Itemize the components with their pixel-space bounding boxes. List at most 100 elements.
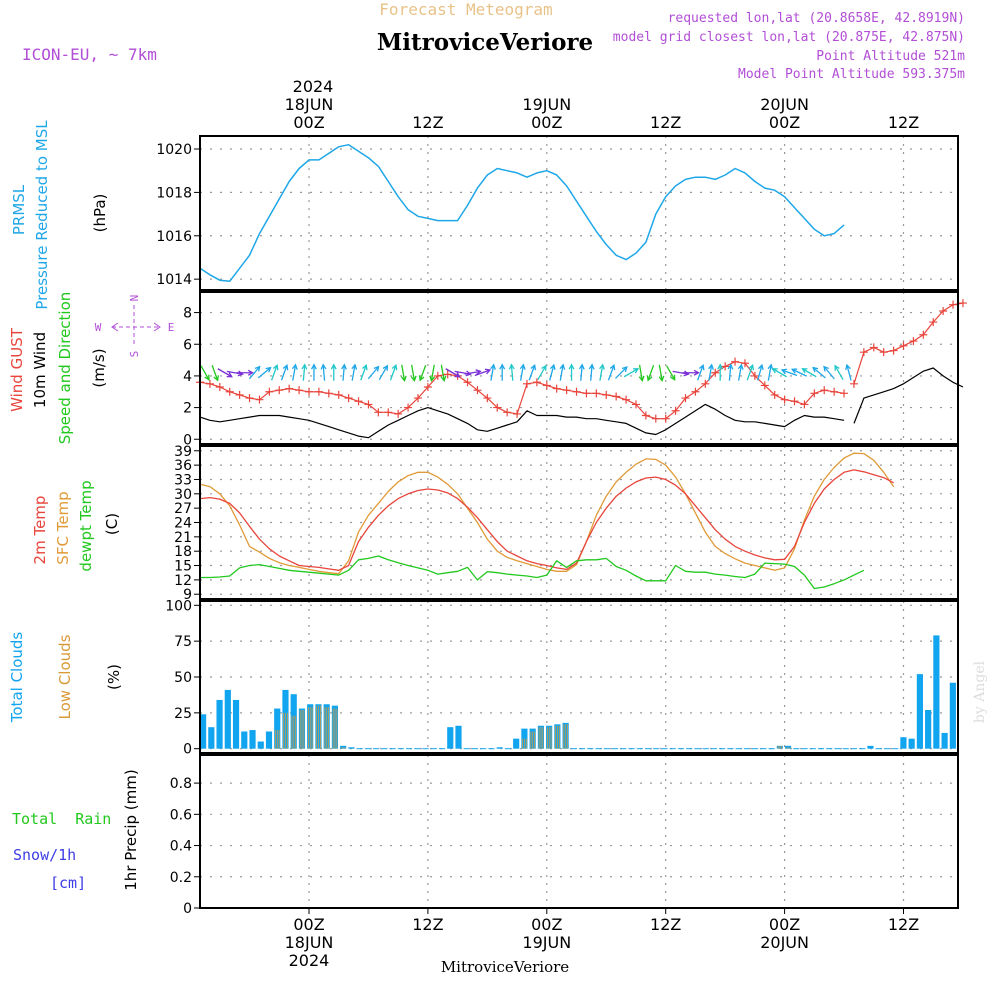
low-cloud-bar <box>275 730 276 749</box>
wind-arrow-shaft <box>697 365 704 381</box>
low-cloud-bar <box>287 712 288 749</box>
low-cloud-bar <box>291 715 293 749</box>
low-cloud-bar <box>781 745 783 749</box>
panel-frame <box>199 600 959 754</box>
requested-coords: requested lon,lat (20.8658E, 42.8919N) <box>668 11 965 26</box>
total-cloud-bar <box>949 682 956 749</box>
low-cloud-bar <box>567 724 568 749</box>
cloud-unit: (%) <box>105 664 123 690</box>
wind-arrow <box>320 363 327 381</box>
wind-arrow <box>746 363 755 381</box>
total-cloud-bar <box>900 737 907 749</box>
total-cloud-bar <box>908 738 915 749</box>
low-cloud-bar <box>546 727 548 749</box>
wind-arrow <box>360 363 368 381</box>
wind-arrow <box>607 363 616 381</box>
panel-frame <box>199 135 959 291</box>
total-cloud-bar <box>694 748 701 750</box>
gust-marker <box>503 408 512 417</box>
gust-marker <box>334 390 343 399</box>
gust-marker <box>592 389 601 398</box>
wind-arrow-shaft <box>367 366 380 380</box>
gust-marker <box>909 337 918 346</box>
total-cloud-bar <box>867 745 874 749</box>
low-cloud-bar <box>787 747 789 749</box>
total-cloud-bar <box>381 748 388 750</box>
total-cloud-bar <box>356 748 363 750</box>
total-cloud-bar <box>513 738 520 749</box>
wind-arrow-shaft <box>389 365 397 381</box>
wind-arrow-shaft <box>846 364 852 381</box>
time-tick-label: 00Z <box>769 915 800 934</box>
gust-marker <box>869 343 878 352</box>
gust-marker <box>770 390 779 399</box>
prmsl-desc-label: Pressure Reduced to MSL <box>33 120 51 310</box>
total-cloud-bar <box>793 748 800 750</box>
wind-arrow <box>623 368 640 378</box>
wind-arrow <box>578 363 585 381</box>
low-cloud-bar <box>293 715 295 749</box>
wind-arrow <box>400 364 407 382</box>
wind-arrow-shaft <box>440 364 445 381</box>
total-cloud-bar <box>216 699 223 749</box>
wind-arrow-shaft <box>614 366 628 379</box>
wind-arrow-shaft <box>647 365 655 381</box>
total-cloud-bar <box>405 748 413 750</box>
wind-arrow-head <box>609 363 616 371</box>
gust-marker <box>235 390 244 399</box>
wind-arrow-shaft <box>737 364 743 381</box>
total-cloud-bar <box>636 748 643 750</box>
wind-arrow <box>330 363 337 381</box>
wind-arrow <box>767 363 774 381</box>
y-tick-label: 12 <box>174 573 192 589</box>
wind-arrow-head <box>588 363 595 370</box>
wind-arrow <box>464 369 482 375</box>
gust-marker <box>849 379 858 388</box>
total-cloud-bar <box>686 748 693 750</box>
y-tick-label: 27 <box>174 501 192 517</box>
prmsl-unit: (hPa) <box>91 194 109 233</box>
wind-arrow-head <box>484 368 492 375</box>
wind-arrow <box>410 364 417 382</box>
wind-arrow-head <box>780 368 788 375</box>
y-tick-label: 75 <box>174 634 192 650</box>
wind-arrow-shaft <box>580 364 583 381</box>
precip-axis-label: 1hr Precip (mm) <box>122 769 140 890</box>
wind-arrow <box>474 368 492 377</box>
y-tick-label: 1020 <box>156 142 192 158</box>
wind-arrow-head <box>247 369 254 376</box>
y-tick-label: 25 <box>174 706 192 722</box>
wind-arrow <box>528 363 537 381</box>
total-cloud-bar <box>224 689 231 749</box>
total-cloud-bar <box>859 748 866 750</box>
wind-arrow-shaft <box>430 364 435 381</box>
low-cloud-bar <box>285 712 286 749</box>
gust-marker <box>651 414 660 423</box>
y-tick-label: 0.8 <box>170 776 192 792</box>
wind-arrow <box>672 370 690 377</box>
wind-arrow-head <box>499 363 506 370</box>
gust-marker <box>612 392 621 401</box>
total-cloud-bar <box>504 748 512 750</box>
wind-arrow <box>211 365 219 382</box>
wind-arrow <box>200 365 210 381</box>
panel-5: 0 0.2 0.4 0.6 0.8 <box>170 754 959 917</box>
total-cloud-bar <box>249 730 256 749</box>
time-tick-label: 00Z <box>769 113 800 132</box>
wind-arrow <box>823 365 835 380</box>
gust-marker <box>830 387 839 396</box>
wind-arrow-head <box>204 374 210 381</box>
footer-location: MitroviceVeriore <box>441 958 569 976</box>
gust-marker <box>304 387 313 396</box>
wind-arrow <box>236 369 254 376</box>
wind-arrow <box>301 363 308 381</box>
gust-marker <box>552 384 561 393</box>
wind-arrow <box>499 363 506 381</box>
total-cloud-bar <box>200 714 207 749</box>
total-cloud-bar <box>364 748 371 750</box>
low-cloud-bar <box>532 731 534 749</box>
y-tick-label: 9 <box>183 587 192 603</box>
y-tick-label: 8 <box>183 306 192 322</box>
gust-marker <box>820 386 829 395</box>
low-cloud-bar <box>340 747 342 749</box>
